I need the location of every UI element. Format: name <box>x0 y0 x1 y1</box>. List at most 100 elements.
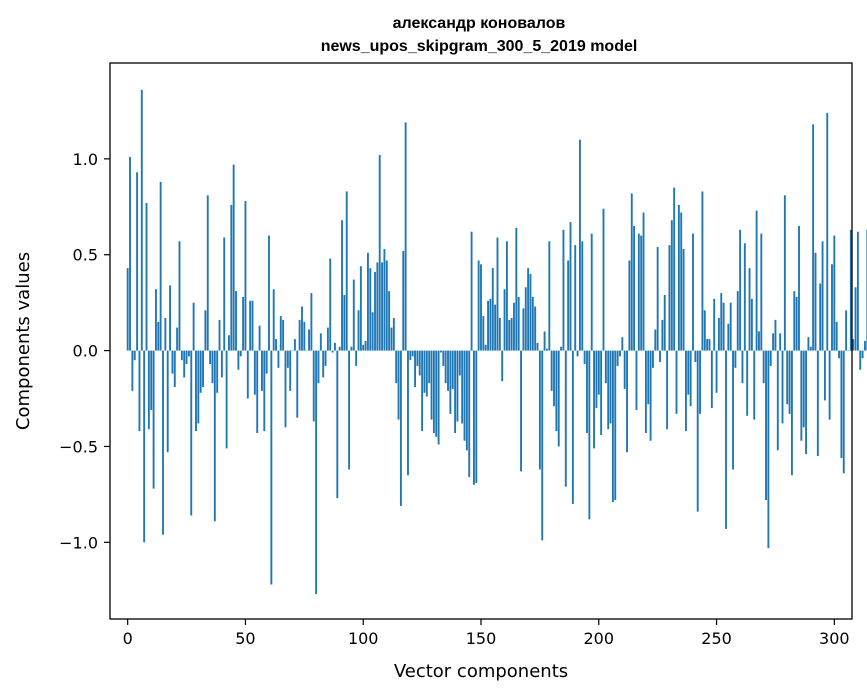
bar-79 <box>312 350 315 422</box>
bar-205 <box>609 350 612 424</box>
bar-37 <box>213 350 216 522</box>
bar-19 <box>171 350 174 374</box>
bar-215 <box>633 225 636 351</box>
bars-group <box>126 89 867 595</box>
bar-24 <box>183 350 186 378</box>
bar-28 <box>192 302 195 351</box>
bar-84 <box>324 350 327 366</box>
x-tick-label: 300 <box>819 629 850 648</box>
bar-72 <box>296 350 299 418</box>
bar-278 <box>781 350 784 424</box>
bar-282 <box>790 350 793 476</box>
bar-47 <box>237 350 240 370</box>
bar-90 <box>338 346 341 351</box>
bar-43 <box>228 335 230 351</box>
bar-57 <box>260 350 263 391</box>
bar-140 <box>456 350 459 422</box>
x-tick-label: 100 <box>348 629 379 648</box>
bar-110 <box>385 260 388 351</box>
bar-268 <box>758 331 760 351</box>
bar-160 <box>503 289 506 351</box>
bar-157 <box>496 237 499 351</box>
bar-26 <box>187 350 190 357</box>
bar-229 <box>666 350 669 430</box>
bar-252 <box>720 293 723 351</box>
bar-86 <box>329 258 332 351</box>
bar-269 <box>760 233 763 351</box>
bar-12 <box>154 289 157 351</box>
bar-122 <box>414 350 416 388</box>
bar-243 <box>699 350 701 414</box>
bar-258 <box>734 350 737 368</box>
bar-163 <box>510 317 513 351</box>
x-axis-ticks: 0 50 100 150 200 250 300 <box>123 619 850 648</box>
bar-112 <box>390 327 393 351</box>
bar-264 <box>748 268 751 351</box>
bar-217 <box>637 233 640 351</box>
bar-219 <box>642 212 645 351</box>
bar-214 <box>630 193 633 351</box>
bar-230 <box>668 245 671 351</box>
y-tick-label: 0.5 <box>73 246 98 265</box>
bar-142 <box>461 350 464 424</box>
bar-273 <box>769 350 772 366</box>
bar-212 <box>626 350 628 453</box>
bar-168 <box>522 308 525 351</box>
bar-69 <box>289 350 292 391</box>
bar-135 <box>444 350 447 384</box>
bar-94 <box>348 350 351 470</box>
bar-55 <box>256 350 259 434</box>
bar-197 <box>590 233 593 351</box>
bar-144 <box>465 350 468 451</box>
bar-251 <box>717 317 720 351</box>
bar-236 <box>682 248 685 351</box>
bar-309 <box>854 287 857 351</box>
bar-130 <box>432 350 435 434</box>
bar-111 <box>388 291 391 351</box>
bar-129 <box>430 350 433 420</box>
y-tick-label: −1.0 <box>59 533 98 552</box>
bar-107 <box>378 155 381 351</box>
bar-280 <box>786 350 789 405</box>
bar-298 <box>828 350 831 420</box>
bar-30 <box>197 350 200 424</box>
bar-178 <box>546 348 548 351</box>
bar-211 <box>623 350 626 389</box>
bar-125 <box>421 350 424 432</box>
bar-174 <box>536 342 539 351</box>
bar-25 <box>185 350 188 365</box>
bar-98 <box>357 310 360 351</box>
bar-113 <box>392 317 395 351</box>
bar-91 <box>341 220 343 351</box>
bar-195 <box>586 350 588 434</box>
bar-71 <box>293 339 296 351</box>
bar-311 <box>859 350 862 370</box>
bar-165 <box>515 227 518 351</box>
bar-216 <box>635 350 638 411</box>
bar-136 <box>447 350 449 391</box>
bar-255 <box>727 323 730 351</box>
bar-267 <box>755 210 758 351</box>
bar-207 <box>614 350 617 501</box>
bar-256 <box>729 302 732 351</box>
y-axis-ticks: −1.0 −0.5 0.0 0.5 1.0 <box>59 150 110 552</box>
bar-126 <box>423 350 426 393</box>
bar-51 <box>246 350 249 399</box>
bar-46 <box>235 291 237 351</box>
bar-291 <box>812 124 815 351</box>
bar-49 <box>242 296 245 351</box>
bar-148 <box>475 350 478 483</box>
bar-164 <box>513 302 515 351</box>
bar-172 <box>531 296 534 351</box>
bar-222 <box>649 350 652 441</box>
bar-182 <box>555 350 558 432</box>
bar-303 <box>840 350 843 458</box>
bar-266 <box>753 350 756 420</box>
bar-259 <box>736 291 739 351</box>
x-tick-label: 250 <box>701 629 732 648</box>
bar-285 <box>798 225 800 351</box>
bar-34 <box>206 195 209 351</box>
bar-52 <box>249 300 252 351</box>
bar-184 <box>560 346 563 351</box>
